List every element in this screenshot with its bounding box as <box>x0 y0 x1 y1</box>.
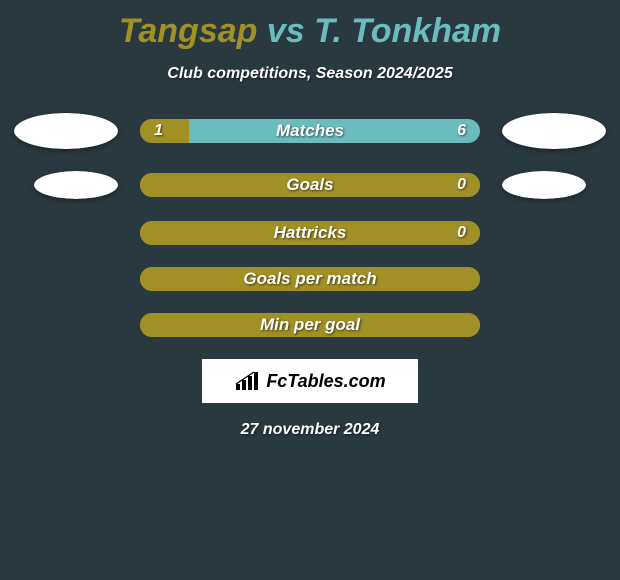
stat-bar: 0Hattricks <box>140 221 480 245</box>
comparison-infographic: Tangsap vs T. Tonkham Club competitions,… <box>0 0 620 439</box>
footer-date: 27 november 2024 <box>241 421 380 439</box>
stat-label: Hattricks <box>140 221 480 245</box>
player-left-name: Tangsap <box>119 12 258 50</box>
stat-rows: 16Matches 0Goals 0Hattricks Goals per match… <box>0 113 620 337</box>
stat-label: Matches <box>140 119 480 143</box>
stat-row: 0Goals <box>0 171 620 199</box>
stat-row: 0Hattricks <box>0 221 620 245</box>
stat-label: Goals <box>140 173 480 197</box>
player-right-avatar <box>502 113 606 149</box>
stat-label: Min per goal <box>140 313 480 337</box>
stat-bar: 16Matches <box>140 119 480 143</box>
player-left-avatar <box>14 113 118 149</box>
footer-logo: FcTables.com <box>202 359 418 403</box>
stat-bar: Goals per match <box>140 267 480 291</box>
barchart-icon <box>234 370 260 392</box>
stat-row: Min per goal <box>0 313 620 337</box>
page-title: Tangsap vs T. Tonkham <box>119 12 501 51</box>
player-right-avatar <box>502 171 586 199</box>
stat-bar: 0Goals <box>140 173 480 197</box>
stat-row: 16Matches <box>0 113 620 149</box>
subtitle: Club competitions, Season 2024/2025 <box>167 65 452 83</box>
vs-text: vs <box>257 12 314 50</box>
stat-bar: Min per goal <box>140 313 480 337</box>
stat-label: Goals per match <box>140 267 480 291</box>
stat-row: Goals per match <box>0 267 620 291</box>
player-right-name: T. Tonkham <box>314 12 501 50</box>
player-left-avatar <box>34 171 118 199</box>
footer-logo-text: FcTables.com <box>266 371 385 392</box>
